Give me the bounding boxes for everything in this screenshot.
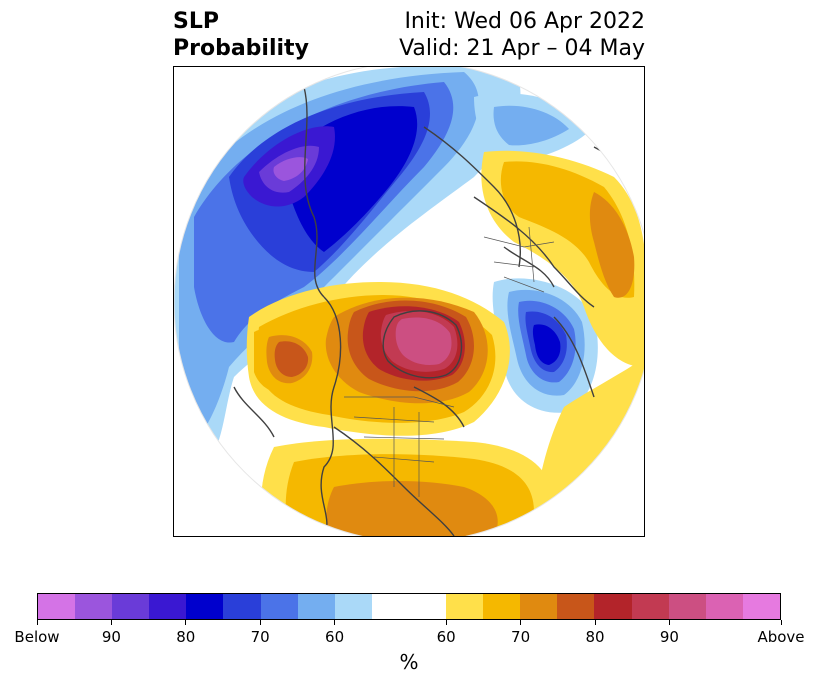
map-disk [174, 67, 644, 536]
above-normal-europe-east [481, 150, 644, 367]
valid-range: Valid: 21 Apr – 04 May [399, 36, 645, 61]
colorbar-tick [445, 620, 447, 625]
above-normal-greenland-canada [246, 282, 510, 436]
colorbar-tick-label: 60 [325, 628, 345, 646]
colorbar-segment-18 [705, 594, 743, 619]
colorbar-tick [520, 620, 522, 625]
colorbar-segment-1 [75, 594, 113, 619]
colorbar-segment-15 [594, 594, 632, 619]
colorbar-segment-13 [520, 594, 558, 619]
title-left: SLP Probability [173, 8, 309, 62]
colorbar-tick [185, 620, 187, 625]
colorbar-tick-label: 90 [659, 628, 679, 646]
colorbar-segment-5 [223, 594, 261, 619]
title-variable: SLP [173, 9, 219, 34]
colorbar-segment-2 [112, 594, 150, 619]
colorbar-tick [594, 620, 596, 625]
colorbar-tick [780, 620, 782, 625]
init-date: Init: Wed 06 Apr 2022 [404, 9, 645, 34]
below-normal-north-pacific-alaska-siberia [174, 67, 521, 467]
colorbar-tick-label: Below [14, 628, 60, 646]
colorbar-segment-10 [408, 594, 447, 619]
colorbar-segment-17 [668, 594, 706, 619]
colorbar-segment-8 [334, 594, 372, 619]
colorbar-segment-3 [149, 594, 187, 619]
colorbar-segment-19 [742, 594, 780, 619]
colorbar-segment-7 [297, 594, 335, 619]
title-type: Probability [173, 36, 309, 61]
colorbar-tick-label: 60 [436, 628, 456, 646]
colorbar-tick [668, 620, 670, 625]
colorbar-tick [36, 620, 38, 625]
colorbar-segment-6 [260, 594, 298, 619]
colorbar-segment-9 [371, 594, 409, 619]
map-panel [173, 66, 645, 537]
colorbar-unit: % [399, 650, 419, 674]
colorbar-segment-4 [186, 594, 224, 619]
colorbar-tick-label: 70 [250, 628, 270, 646]
colorbar-segment-0 [38, 594, 76, 619]
colorbar-segment-12 [483, 594, 521, 619]
colorbar-tick-label: Above [757, 628, 805, 646]
colorbar-segment-16 [631, 594, 669, 619]
colorbar-tick-label: 80 [585, 628, 605, 646]
title-right: Init: Wed 06 Apr 2022 Valid: 21 Apr – 04… [399, 8, 645, 62]
above-normal-east-asia [261, 438, 554, 536]
below-normal-north-atlantic [492, 278, 598, 413]
colorbar-tick [110, 620, 112, 625]
colorbar-tick [259, 620, 261, 625]
colorbar-tick-label: 70 [511, 628, 531, 646]
colorbar-tick-label: 90 [101, 628, 121, 646]
colorbar-segment-14 [557, 594, 595, 619]
colorbar-tick [334, 620, 336, 625]
colorbar-tick-label: 80 [176, 628, 196, 646]
probability-map [174, 67, 644, 536]
colorbar [37, 593, 781, 620]
colorbar-segment-11 [446, 594, 484, 619]
